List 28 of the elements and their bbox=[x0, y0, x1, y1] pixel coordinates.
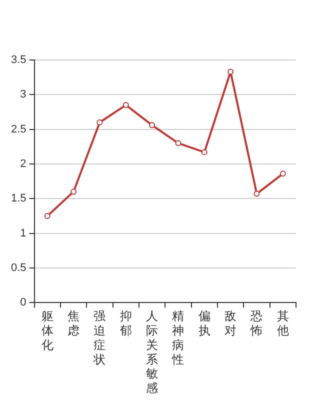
x-tick-label: 其他 bbox=[276, 309, 289, 338]
y-tick-label: 1 bbox=[20, 227, 26, 240]
x-tick-label: 抑郁 bbox=[120, 309, 132, 338]
x-tick-label: 精神病性 bbox=[171, 309, 184, 366]
y-tick-label: 1.5 bbox=[10, 192, 26, 205]
point bbox=[175, 140, 182, 146]
point bbox=[201, 149, 208, 156]
y-tick-label: 0.5 bbox=[10, 262, 26, 274]
x-tick-label: 焦虑 bbox=[68, 309, 80, 338]
y-tick-label: 0 bbox=[20, 296, 26, 309]
point bbox=[122, 102, 129, 108]
point bbox=[254, 190, 260, 197]
x-tick-label: 躯体化 bbox=[41, 309, 54, 352]
y-tick-label: 2.5 bbox=[10, 123, 26, 136]
y-tick-label: 3.5 bbox=[10, 54, 26, 66]
y-tick-label: 3 bbox=[20, 88, 26, 101]
point bbox=[44, 212, 50, 219]
point bbox=[149, 122, 156, 128]
x-tick-label: 强迫症状 bbox=[92, 309, 106, 366]
y-tick-label: 2 bbox=[20, 158, 26, 170]
point bbox=[96, 119, 103, 126]
point bbox=[70, 188, 77, 195]
x-tick-label: 恐怖 bbox=[250, 309, 263, 338]
point bbox=[228, 68, 234, 75]
x-tick-label: 偏执 bbox=[198, 309, 210, 338]
x-tick-label: 敌对 bbox=[224, 309, 237, 338]
point bbox=[280, 170, 286, 177]
x-tick-label: 人际关系敏感 bbox=[146, 309, 158, 396]
